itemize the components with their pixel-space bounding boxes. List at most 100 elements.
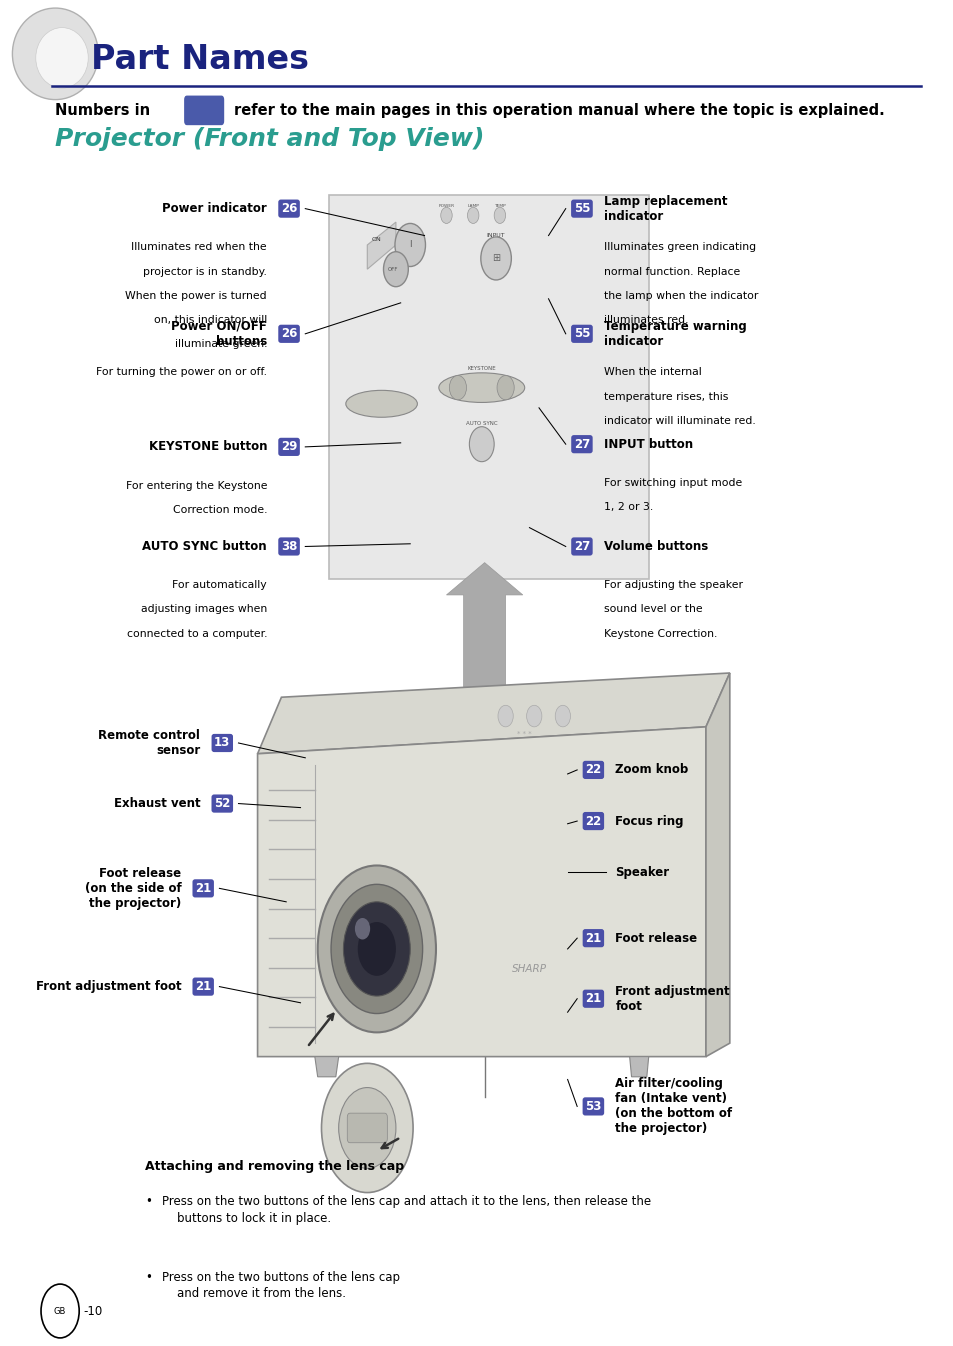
Text: temperature rises, this: temperature rises, this (603, 392, 727, 401)
Text: Projector (Front and Top View): Projector (Front and Top View) (55, 127, 484, 151)
Polygon shape (257, 673, 729, 754)
Text: Press on the two buttons of the lens cap and attach it to the lens, then release: Press on the two buttons of the lens cap… (162, 1195, 651, 1225)
Polygon shape (257, 727, 705, 1057)
Text: illuminates red.: illuminates red. (603, 315, 688, 324)
Text: Remote control
sensor: Remote control sensor (98, 730, 200, 756)
Text: For entering the Keystone: For entering the Keystone (126, 481, 267, 490)
Text: 55: 55 (573, 327, 590, 341)
Ellipse shape (438, 373, 524, 402)
Text: 38: 38 (280, 540, 297, 553)
Text: POWER: POWER (438, 205, 454, 207)
Text: Temperature warning
indicator: Temperature warning indicator (603, 320, 746, 347)
Text: ON: ON (372, 237, 381, 242)
Circle shape (469, 427, 494, 462)
FancyBboxPatch shape (347, 1113, 387, 1143)
Text: KEYSTONE button: KEYSTONE button (149, 440, 267, 454)
Text: adjusting images when: adjusting images when (141, 604, 267, 614)
Circle shape (497, 376, 514, 400)
Text: Foot release: Foot release (615, 931, 697, 945)
Text: Lamp replacement
indicator: Lamp replacement indicator (603, 195, 726, 222)
Text: VOL ◄: VOL ◄ (351, 401, 370, 406)
Text: Correction mode.: Correction mode. (172, 505, 267, 514)
Text: 21: 21 (584, 992, 601, 1005)
Text: Air filter/cooling
fan (Intake vent)
(on the bottom of
the projector): Air filter/cooling fan (Intake vent) (on… (615, 1077, 732, 1136)
Text: 22: 22 (584, 814, 601, 828)
Circle shape (497, 705, 513, 727)
Circle shape (383, 252, 408, 287)
Text: 21: 21 (194, 882, 212, 895)
Circle shape (357, 922, 395, 976)
Circle shape (331, 884, 422, 1014)
Circle shape (526, 705, 541, 727)
Polygon shape (367, 222, 395, 269)
Text: 52: 52 (213, 797, 231, 810)
Text: Numbers in: Numbers in (55, 102, 151, 118)
Text: Foot release
(on the side of
the projector): Foot release (on the side of the project… (85, 867, 181, 910)
Text: 29: 29 (280, 440, 297, 454)
Circle shape (494, 207, 505, 223)
Text: Power indicator: Power indicator (162, 202, 267, 215)
Text: 53: 53 (584, 1100, 601, 1113)
Text: INPUT button: INPUT button (603, 437, 692, 451)
Circle shape (467, 207, 478, 223)
Text: indicator will illuminate red.: indicator will illuminate red. (603, 416, 755, 425)
Text: •: • (145, 1195, 152, 1209)
Text: Part Names: Part Names (91, 43, 309, 75)
Text: Front adjustment
foot: Front adjustment foot (615, 985, 729, 1012)
Text: KEYSTONE: KEYSTONE (467, 366, 496, 371)
Text: I: I (409, 241, 411, 249)
Circle shape (317, 865, 436, 1032)
Text: connected to a computer.: connected to a computer. (127, 629, 267, 638)
Circle shape (321, 1063, 413, 1193)
Circle shape (480, 237, 511, 280)
Text: 27: 27 (573, 437, 590, 451)
Text: Zoom knob: Zoom knob (615, 763, 688, 777)
FancyBboxPatch shape (184, 96, 224, 125)
Text: Illuminates red when the: Illuminates red when the (132, 242, 267, 252)
Text: When the power is turned: When the power is turned (126, 291, 267, 300)
Circle shape (555, 705, 570, 727)
Text: * * *: * * * (517, 731, 532, 736)
Polygon shape (446, 563, 522, 707)
Text: refer to the main pages in this operation manual where the topic is explained.: refer to the main pages in this operatio… (233, 102, 883, 118)
Text: Power ON/OFF
buttons: Power ON/OFF buttons (172, 320, 267, 347)
Text: ⊞: ⊞ (492, 253, 499, 264)
Circle shape (449, 376, 466, 400)
Text: Volume buttons: Volume buttons (603, 540, 707, 553)
Text: For switching input mode: For switching input mode (603, 478, 741, 487)
Polygon shape (705, 673, 729, 1057)
Text: 1, 2 or 3.: 1, 2 or 3. (603, 502, 653, 511)
Text: Attaching and removing the lens cap: Attaching and removing the lens cap (145, 1160, 404, 1174)
Text: AUTO SYNC: AUTO SYNC (465, 421, 497, 427)
Text: on, this indicator will: on, this indicator will (153, 315, 267, 324)
Text: GB: GB (54, 1307, 66, 1315)
Text: For adjusting the speaker: For adjusting the speaker (603, 580, 742, 590)
Circle shape (440, 207, 452, 223)
Circle shape (343, 902, 410, 996)
Text: When the internal: When the internal (603, 367, 700, 377)
Ellipse shape (12, 8, 98, 100)
Text: 26: 26 (280, 327, 297, 341)
Text: OFF: OFF (387, 267, 397, 272)
Text: TEMP: TEMP (494, 205, 505, 207)
Text: the lamp when the indicator: the lamp when the indicator (603, 291, 758, 300)
Circle shape (395, 223, 425, 267)
Text: Speaker: Speaker (615, 865, 669, 879)
Text: Press on the two buttons of the lens cap
    and remove it from the lens.: Press on the two buttons of the lens cap… (162, 1271, 399, 1300)
Circle shape (338, 1088, 395, 1168)
Text: 55: 55 (573, 202, 590, 215)
Text: •: • (145, 1271, 152, 1284)
Text: INPUT: INPUT (486, 233, 505, 238)
Text: 21: 21 (194, 980, 212, 993)
Text: normal function. Replace: normal function. Replace (603, 267, 740, 276)
Text: 22: 22 (584, 763, 601, 777)
Text: For automatically: For automatically (172, 580, 267, 590)
Polygon shape (314, 1057, 338, 1077)
Text: 27: 27 (573, 540, 590, 553)
Text: 13: 13 (213, 736, 231, 750)
Text: LAMP: LAMP (467, 205, 478, 207)
Ellipse shape (36, 28, 88, 89)
Text: sound level or the: sound level or the (603, 604, 701, 614)
Polygon shape (629, 1057, 648, 1077)
Text: Exhaust vent: Exhaust vent (113, 797, 200, 810)
